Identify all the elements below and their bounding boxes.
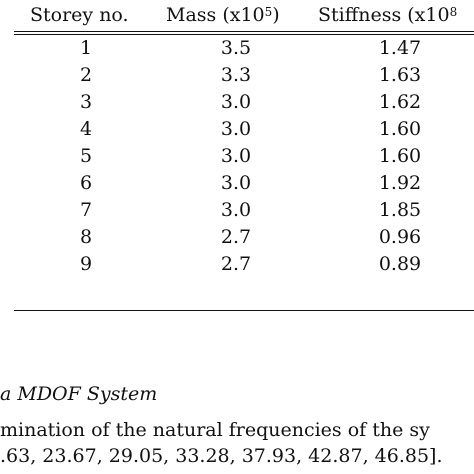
table-cell-mass: 3.0 — [220, 172, 252, 194]
table-cell-storey: 4 — [79, 118, 93, 140]
table-cell-storey: 3 — [79, 91, 93, 113]
header-stiffness-text: Stiffness (x10 — [318, 4, 450, 26]
header-stiffness-exponent: 8 — [449, 5, 458, 19]
header-mass-text: Mass (x10 — [166, 4, 265, 26]
table-cell-stiffness: 0.96 — [378, 226, 422, 248]
table-cell-mass: 2.7 — [220, 253, 252, 275]
table-cell-stiffness: 1.85 — [378, 199, 422, 221]
header-storey: Storey no. — [30, 3, 129, 27]
table-bottom-rule — [14, 310, 474, 311]
table-cell-mass: 2.7 — [220, 226, 252, 248]
table-cell-storey: 8 — [79, 226, 93, 248]
table-cell-mass: 3.0 — [220, 145, 252, 167]
header-storey-text: Storey no. — [30, 4, 129, 26]
header-stiffness: Stiffness (x108 — [318, 3, 457, 27]
table-cell-storey: 5 — [79, 145, 93, 167]
table-cell-stiffness: 1.63 — [378, 64, 422, 86]
body-text-line-1: mination of the natural frequencies of t… — [0, 419, 430, 441]
table-cell-mass: 3.0 — [220, 118, 252, 140]
body-text-line-2: .63, 23.67, 29.05, 33.28, 37.93, 42.87, … — [0, 445, 443, 467]
table-cell-mass: 3.0 — [220, 199, 252, 221]
table-cell-mass: 3.0 — [220, 91, 252, 113]
header-mass-close: ) — [272, 4, 280, 26]
table-cell-storey: 7 — [79, 199, 93, 221]
table-cell-stiffness: 1.60 — [378, 145, 422, 167]
table-header-rule — [14, 34, 474, 35]
table-cell-stiffness: 1.47 — [378, 37, 422, 59]
header-mass-exponent: 5 — [264, 5, 273, 19]
table-cell-stiffness: 1.62 — [378, 91, 422, 113]
table-cell-stiffness: 1.60 — [378, 118, 422, 140]
header-mass: Mass (x105) — [166, 3, 280, 27]
table-cell-storey: 9 — [79, 253, 93, 275]
table-cell-storey: 2 — [79, 64, 93, 86]
table-cell-storey: 6 — [79, 172, 93, 194]
table-cell-stiffness: 1.92 — [378, 172, 422, 194]
table-cell-stiffness: 0.89 — [378, 253, 422, 275]
figure-caption: a MDOF System — [0, 383, 158, 405]
table-cell-mass: 3.5 — [220, 37, 252, 59]
table-cell-mass: 3.3 — [220, 64, 252, 86]
table-cell-storey: 1 — [79, 37, 93, 59]
storey-table: Storey no. Mass (x105) Stiffness (x108 1… — [14, 3, 474, 311]
table-top-rule — [14, 31, 474, 32]
